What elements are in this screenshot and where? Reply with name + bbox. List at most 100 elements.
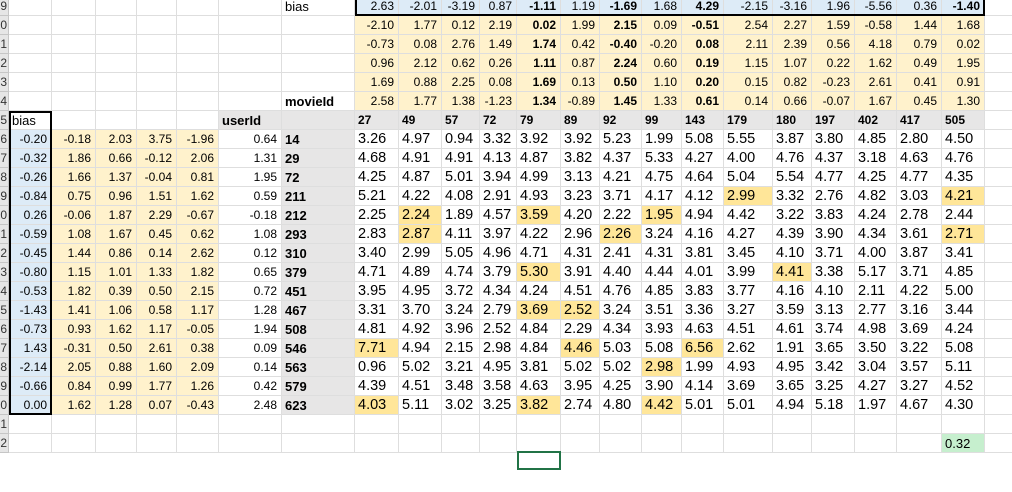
- prediction-cell[interactable]: 3.79: [480, 263, 517, 282]
- movie-id-header[interactable]: 402: [855, 111, 897, 130]
- user-id-cell[interactable]: 310: [282, 244, 355, 263]
- prediction-cell[interactable]: 4.25: [600, 377, 642, 396]
- empty-cell[interactable]: [137, 54, 177, 73]
- prediction-cell[interactable]: 5.02: [399, 358, 442, 377]
- movie-factor-cell[interactable]: 1.34: [517, 92, 561, 111]
- user-factor-cell[interactable]: 0.96: [96, 187, 137, 206]
- empty-cell[interactable]: [985, 54, 1012, 73]
- prediction-cell[interactable]: 4.94: [773, 396, 812, 415]
- prediction-cell[interactable]: 3.51: [642, 301, 682, 320]
- user-factor-cell[interactable]: 0.14: [137, 244, 177, 263]
- prediction-cell[interactable]: 3.59: [773, 301, 812, 320]
- user-id-cell[interactable]: 212: [282, 206, 355, 225]
- prediction-cell[interactable]: 4.25: [355, 168, 399, 187]
- prediction-cell[interactable]: 3.22: [773, 206, 812, 225]
- movie-bias-cell[interactable]: 4.29: [682, 0, 724, 16]
- prediction-cell[interactable]: 5.08: [642, 339, 682, 358]
- prediction-cell[interactable]: 3.80: [812, 130, 855, 149]
- user-factor-cell[interactable]: 1.41: [52, 301, 96, 320]
- empty-cell[interactable]: [855, 415, 897, 434]
- empty-cell[interactable]: [985, 35, 1012, 54]
- empty-cell[interactable]: [9, 415, 52, 434]
- prediction-cell[interactable]: 3.82: [517, 396, 561, 415]
- prediction-cell[interactable]: 3.57: [897, 358, 942, 377]
- prediction-cell[interactable]: 3.32: [480, 130, 517, 149]
- row-header[interactable]: 4: [0, 92, 9, 111]
- prediction-cell[interactable]: 4.51: [561, 282, 600, 301]
- user-factor-cell[interactable]: 1.06: [96, 301, 137, 320]
- movie-factor-cell[interactable]: 0.09: [642, 16, 682, 35]
- prediction-cell[interactable]: 3.16: [897, 301, 942, 320]
- prediction-cell[interactable]: 3.13: [561, 168, 600, 187]
- user-id-cell[interactable]: 293: [282, 225, 355, 244]
- empty-cell[interactable]: [9, 16, 52, 35]
- user-bias-cell[interactable]: -0.80: [9, 263, 52, 282]
- prediction-cell[interactable]: 5.03: [600, 339, 642, 358]
- empty-cell[interactable]: [985, 415, 1012, 434]
- empty-cell[interactable]: [52, 16, 96, 35]
- movie-factor-cell[interactable]: 0.15: [724, 73, 773, 92]
- movie-id-header[interactable]: 417: [897, 111, 942, 130]
- prediction-cell[interactable]: 5.01: [682, 396, 724, 415]
- prediction-cell[interactable]: 4.85: [942, 263, 985, 282]
- user-id-cell[interactable]: 546: [282, 339, 355, 358]
- prediction-cell[interactable]: 4.13: [480, 149, 517, 168]
- empty-cell[interactable]: [96, 434, 137, 453]
- movie-factor-cell[interactable]: 2.11: [724, 35, 773, 54]
- movie-factor-cell[interactable]: 2.15: [600, 16, 642, 35]
- prediction-cell[interactable]: 4.16: [773, 282, 812, 301]
- movie-factor-cell[interactable]: 0.87: [561, 54, 600, 73]
- user-factor-cell[interactable]: -0.12: [137, 149, 177, 168]
- prediction-cell[interactable]: 4.61: [773, 320, 812, 339]
- user-factor-cell[interactable]: 1.62: [177, 187, 219, 206]
- prediction-cell[interactable]: 3.25: [812, 377, 855, 396]
- prediction-cell[interactable]: 7.71: [355, 339, 399, 358]
- user-id-cell[interactable]: 379: [282, 263, 355, 282]
- movie-factor-cell[interactable]: 2.24: [600, 54, 642, 73]
- prediction-cell[interactable]: 4.17: [642, 187, 682, 206]
- prediction-cell[interactable]: 3.03: [897, 187, 942, 206]
- user-bias-cell[interactable]: -1.43: [9, 301, 52, 320]
- empty-cell[interactable]: [985, 206, 1012, 225]
- empty-cell[interactable]: [52, 73, 96, 92]
- movie-factor-cell[interactable]: 1.10: [642, 73, 682, 92]
- prediction-cell[interactable]: 3.50: [855, 339, 897, 358]
- prediction-cell[interactable]: 4.34: [600, 320, 642, 339]
- movie-factor-cell[interactable]: -0.73: [355, 35, 399, 54]
- user-factor-cell[interactable]: 1.77: [137, 377, 177, 396]
- movie-factor-cell[interactable]: 0.45: [897, 92, 942, 111]
- prediction-cell[interactable]: 2.98: [480, 339, 517, 358]
- user-factor-cell[interactable]: 2.62: [177, 244, 219, 263]
- empty-cell[interactable]: [985, 0, 1012, 16]
- prediction-cell[interactable]: 4.71: [355, 263, 399, 282]
- empty-cell[interactable]: [561, 415, 600, 434]
- prediction-cell[interactable]: 4.68: [355, 149, 399, 168]
- prediction-cell[interactable]: 4.39: [355, 377, 399, 396]
- empty-cell[interactable]: [985, 225, 1012, 244]
- row-header[interactable]: 7: [0, 339, 9, 358]
- prediction-cell[interactable]: 4.08: [442, 187, 480, 206]
- prediction-cell[interactable]: 4.63: [897, 149, 942, 168]
- user-factor-cell[interactable]: 3.75: [137, 130, 177, 149]
- row-header[interactable]: 6: [0, 130, 9, 149]
- prediction-cell[interactable]: 4.14: [682, 377, 724, 396]
- empty-cell[interactable]: [219, 0, 282, 16]
- empty-cell[interactable]: [52, 415, 96, 434]
- prediction-cell[interactable]: 4.76: [942, 149, 985, 168]
- prediction-cell[interactable]: 4.95: [480, 358, 517, 377]
- movie-factor-cell[interactable]: 0.82: [773, 73, 812, 92]
- user-factor-cell[interactable]: 1.08: [219, 225, 282, 244]
- prediction-cell[interactable]: 5.11: [942, 358, 985, 377]
- movie-factor-cell[interactable]: 0.20: [682, 73, 724, 92]
- prediction-cell[interactable]: 4.74: [442, 263, 480, 282]
- prediction-cell[interactable]: 4.52: [942, 377, 985, 396]
- prediction-cell[interactable]: 4.39: [773, 225, 812, 244]
- empty-cell[interactable]: [137, 415, 177, 434]
- movie-factor-cell[interactable]: 1.38: [442, 92, 480, 111]
- user-factor-cell[interactable]: 0.42: [219, 377, 282, 396]
- user-factor-cell[interactable]: 1.15: [52, 263, 96, 282]
- user-id-cell[interactable]: 72: [282, 168, 355, 187]
- user-bias-cell[interactable]: -2.14: [9, 358, 52, 377]
- movie-id-header[interactable]: 79: [517, 111, 561, 130]
- prediction-cell[interactable]: 3.59: [517, 206, 561, 225]
